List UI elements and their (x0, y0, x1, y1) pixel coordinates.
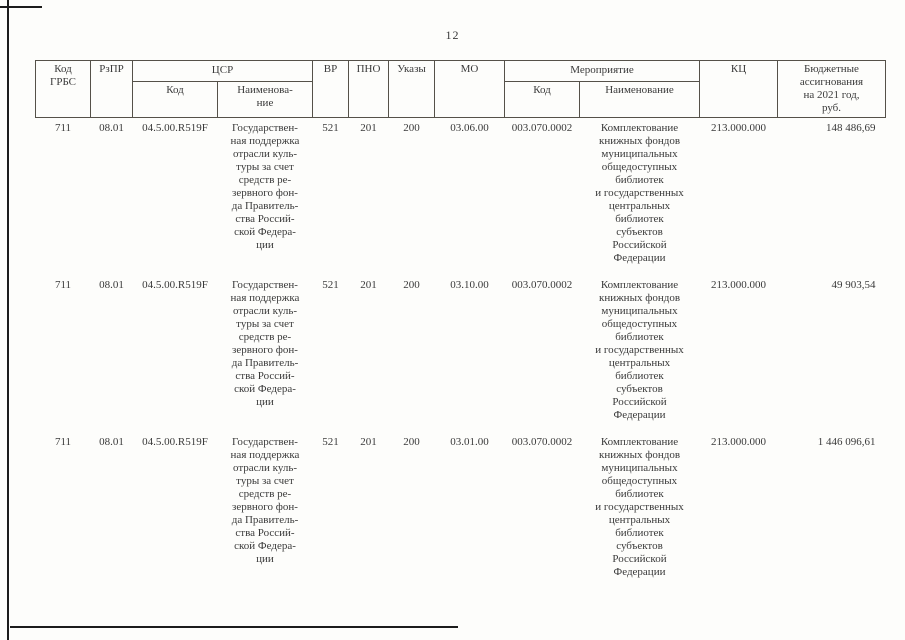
cell-ukazy: 200 (403, 122, 420, 134)
cell-csr-kod: 04.5.00.R519F (142, 279, 208, 291)
cell-ukazy: 200 (403, 279, 420, 291)
cell-rzpr: 08.01 (99, 122, 124, 134)
cell-budget: 49 903,54 (831, 279, 876, 291)
cell-vr: 521 (322, 122, 339, 134)
header-ukazy: Указы (388, 60, 435, 118)
header-meropriyatie-group: Мероприятие (504, 60, 700, 82)
cell-csr-kod: 04.5.00.R519F (142, 122, 208, 134)
cell-kc: 213.000.000 (711, 122, 766, 134)
cell-csr-name: Государствен- ная поддержка отрасли куль… (230, 122, 300, 251)
cell-csr-kod: 04.5.00.R519F (142, 436, 208, 448)
cell-mer-kod: 003.070.0002 (511, 279, 573, 291)
header-pno: ПНО (348, 60, 389, 118)
cell-pno: 201 (360, 122, 377, 134)
cell-pno: 201 (360, 436, 377, 448)
header-budget: Бюджетные ассигнования на 2021 год, руб. (777, 60, 886, 118)
cell-vr: 521 (322, 436, 339, 448)
budget-allocations-table: Код ГРБС РзПР ЦСР ВР ПНО Указы МО Меропр… (35, 60, 886, 589)
page-number: 12 (445, 28, 460, 42)
header-csr-kod: Код (132, 80, 218, 119)
cell-mo: 03.06.00 (450, 122, 489, 134)
header-kc: КЦ (699, 60, 778, 118)
header-row-2: Код Наименова- ние Код Наименование (36, 80, 886, 119)
cell-ukazy: 200 (403, 436, 420, 448)
table-row: 711 08.01 04.5.00.R519F Государствен- на… (36, 432, 886, 589)
header-rzpr: РзПР (90, 60, 133, 118)
cell-mer-name: Комплектование книжных фондов муниципаль… (595, 436, 684, 578)
cell-mer-kod: 003.070.0002 (511, 122, 573, 134)
scan-edge-artifact-left (7, 0, 9, 640)
header-mer-kod: Код (504, 80, 580, 119)
header-row-1: Код ГРБС РзПР ЦСР ВР ПНО Указы МО Меропр… (35, 60, 886, 118)
cell-mo: 03.01.00 (450, 436, 489, 448)
cell-mo: 03.10.00 (450, 279, 489, 291)
cell-pno: 201 (360, 279, 377, 291)
cell-grbs: 711 (54, 279, 72, 291)
cell-kc: 213.000.000 (711, 279, 766, 291)
cell-mer-name: Комплектование книжных фондов муниципаль… (595, 279, 684, 421)
scan-edge-artifact-bottom (10, 626, 458, 628)
cell-grbs: 711 (54, 436, 72, 448)
table-header: Код ГРБС РзПР ЦСР ВР ПНО Указы МО Меропр… (35, 60, 886, 119)
cell-grbs: 711 (54, 122, 72, 134)
header-csr-group: ЦСР (132, 60, 313, 82)
cell-mer-kod: 003.070.0002 (511, 436, 573, 448)
cell-csr-name: Государствен- ная поддержка отрасли куль… (230, 436, 300, 565)
cell-csr-name: Государствен- ная поддержка отрасли куль… (230, 279, 300, 408)
table-row: 711 08.01 04.5.00.R519F Государствен- на… (36, 275, 886, 432)
header-mer-name: Наименование (579, 80, 700, 119)
cell-budget: 1 446 096,61 (817, 436, 876, 448)
cell-kc: 213.000.000 (711, 436, 766, 448)
cell-rzpr: 08.01 (99, 279, 124, 291)
scan-edge-artifact-top (0, 6, 42, 8)
cell-mer-name: Комплектование книжных фондов муниципаль… (595, 122, 684, 264)
cell-vr: 521 (322, 279, 339, 291)
header-mo: МО (434, 60, 505, 118)
header-vr: ВР (312, 60, 349, 118)
cell-budget: 148 486,69 (826, 122, 876, 134)
table-body: 711 08.01 04.5.00.R519F Государствен- на… (36, 118, 886, 590)
cell-rzpr: 08.01 (99, 436, 124, 448)
header-grbs: Код ГРБС (35, 60, 91, 118)
table-row: 711 08.01 04.5.00.R519F Государствен- на… (36, 118, 886, 276)
header-csr-name: Наименова- ние (217, 80, 313, 119)
